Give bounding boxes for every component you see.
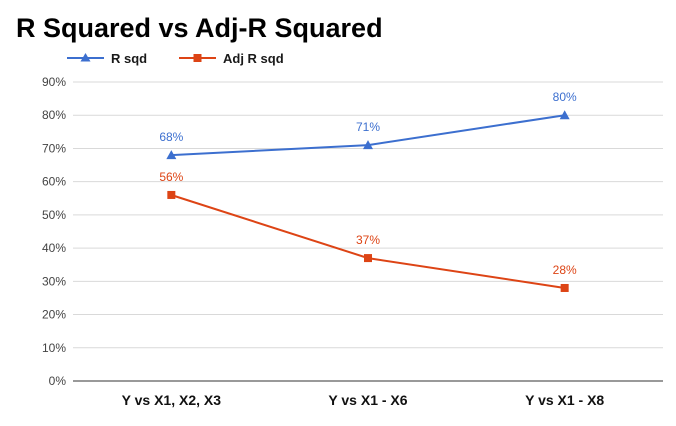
y-tick-label: 20% [42, 308, 66, 322]
data-point-r-sqd [166, 150, 177, 160]
y-tick-label: 40% [42, 241, 66, 255]
gridlines [73, 81, 663, 349]
x-category-label: Y vs X1 - X6 [328, 392, 407, 408]
y-tick-label: 30% [42, 274, 66, 288]
legend-triangle-marker [80, 53, 91, 62]
legend-label-r-sqd: R sqd [111, 51, 147, 66]
data-point-r-sqd [559, 110, 570, 120]
data-label-adj-r-sqd: 28% [553, 263, 577, 277]
data-label-adj-r-sqd: 56% [159, 170, 183, 184]
y-tick-label: 90% [42, 75, 66, 89]
y-axis-ticks: 0% 10% 20% 30% 40% 50% 60% 70% 80% 90% [42, 75, 66, 388]
x-axis-categories: Y vs X1, X2, X3 Y vs X1 - X6 Y vs X1 - X8 [122, 392, 605, 408]
data-label-r-sqd: 80% [553, 90, 577, 104]
y-tick-label: 10% [42, 341, 66, 355]
data-point-r-sqd [363, 140, 373, 150]
data-point-adj-r-sqd [167, 190, 176, 199]
chart-title: R Squared vs Adj-R Squared [16, 13, 383, 43]
x-category-label: Y vs X1 - X8 [525, 392, 604, 408]
data-point-adj-r-sqd [560, 283, 569, 292]
data-labels: 68% 71% 80% 56% 37% 28% [159, 90, 577, 277]
legend: R sqd Adj R sqd [67, 51, 284, 66]
series [166, 110, 570, 292]
data-label-adj-r-sqd: 37% [356, 233, 380, 247]
data-label-r-sqd: 71% [356, 120, 380, 134]
y-tick-label: 70% [42, 141, 66, 155]
y-tick-label: 50% [42, 208, 66, 222]
x-category-label: Y vs X1, X2, X3 [122, 392, 222, 408]
data-point-adj-r-sqd [364, 254, 372, 263]
legend-item-r-sqd: R sqd [67, 51, 147, 66]
data-label-r-sqd: 68% [159, 130, 183, 144]
legend-square-marker [193, 54, 202, 62]
y-tick-label: 80% [42, 108, 66, 122]
y-tick-label: 60% [42, 175, 66, 189]
legend-label-adj-r-sqd: Adj R sqd [223, 51, 284, 66]
y-tick-label: 0% [49, 374, 67, 388]
legend-item-adj-r-sqd: Adj R sqd [179, 51, 284, 66]
